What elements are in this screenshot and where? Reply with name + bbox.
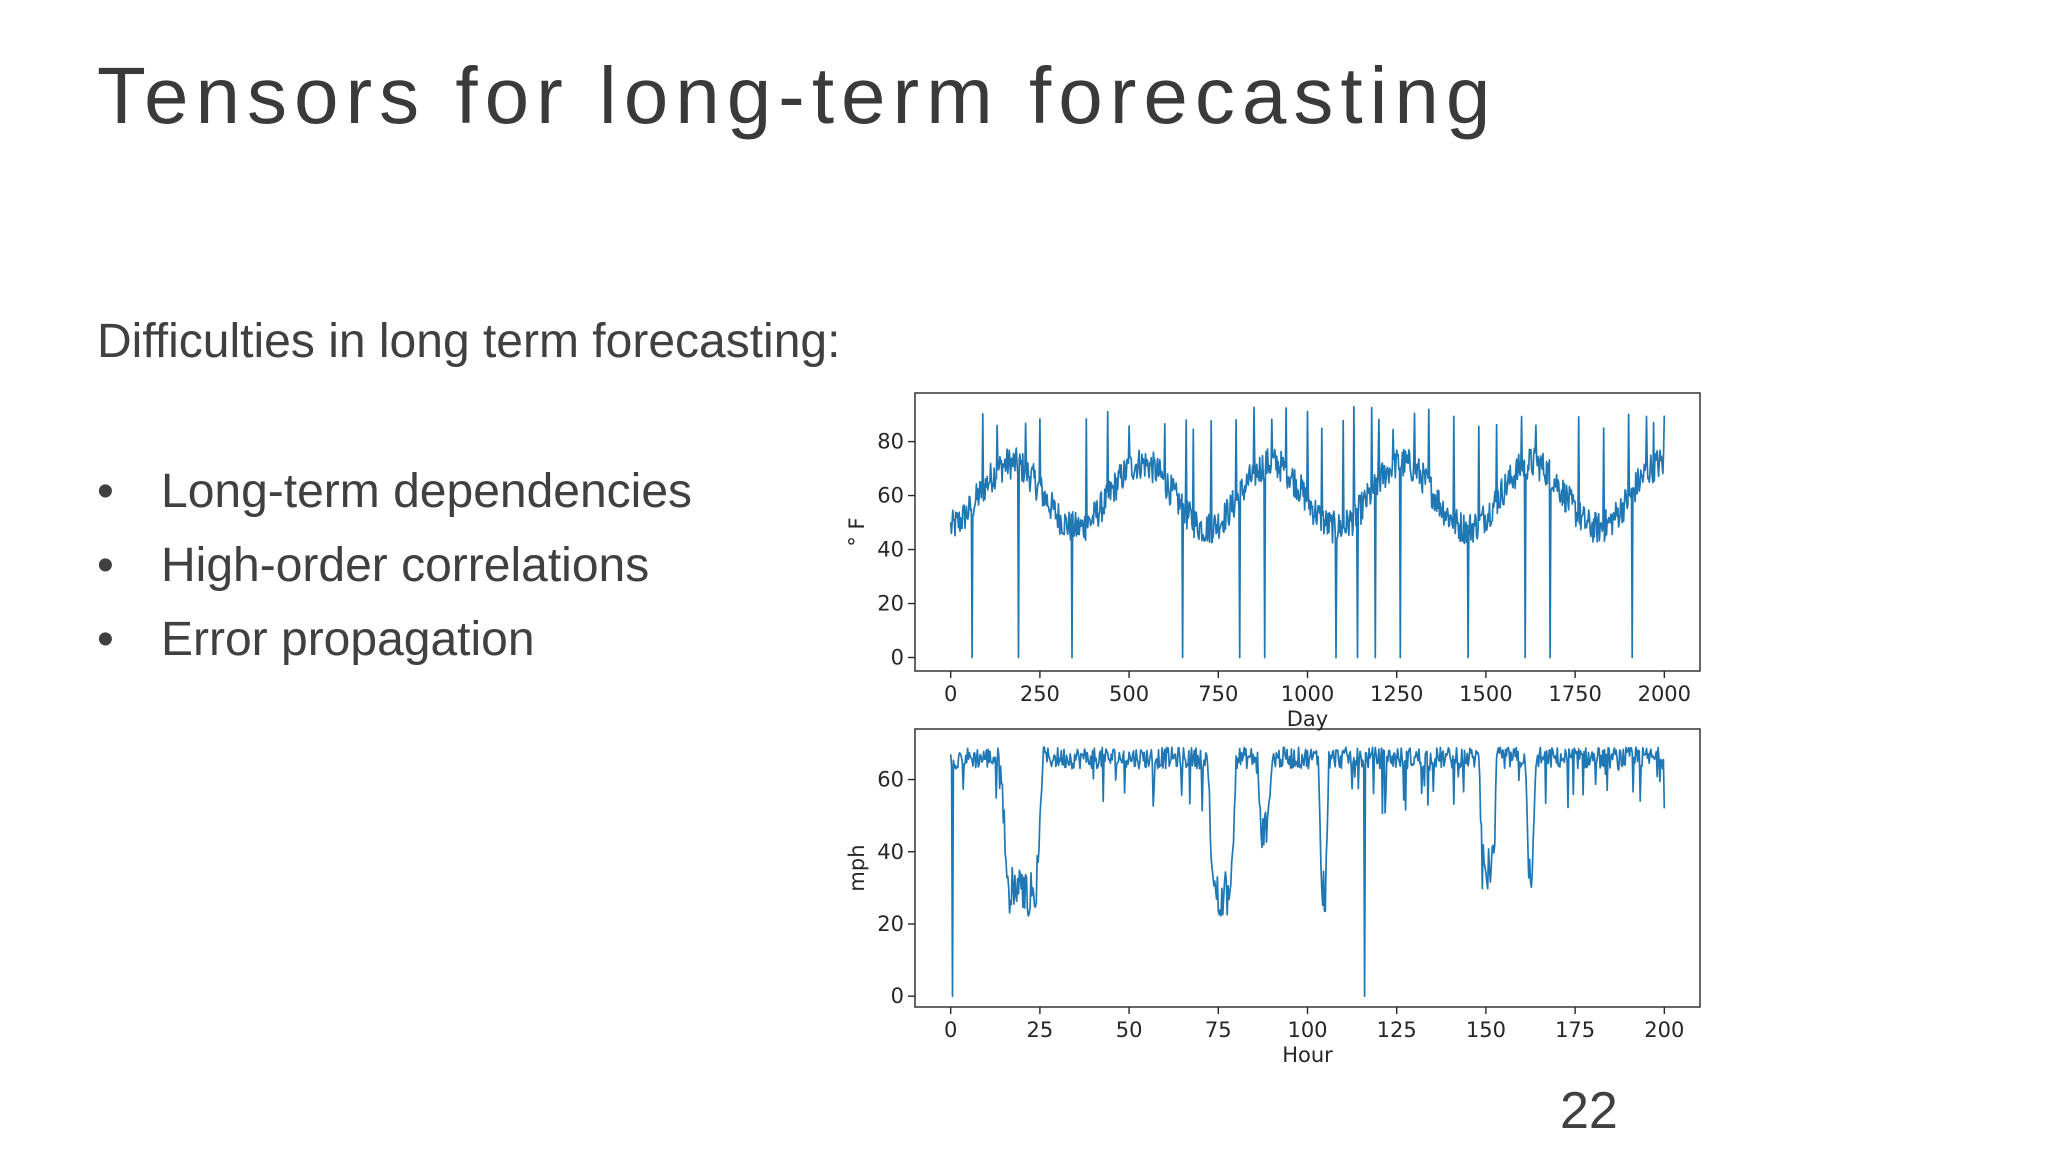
bullet-text: Long-term dependencies xyxy=(161,465,693,518)
x-tick-label: 50 xyxy=(1116,1018,1143,1042)
x-axis-label: Hour xyxy=(1282,1043,1333,1067)
bullet-item: • Long-term dependencies xyxy=(97,455,692,529)
x-tick-label: 2000 xyxy=(1638,682,1691,706)
y-axis-label: ° F xyxy=(845,517,869,546)
bullet-text: High-order correlations xyxy=(161,539,650,592)
x-tick-label: 200 xyxy=(1644,1018,1684,1042)
y-tick-label: 0 xyxy=(891,984,904,1008)
x-tick-label: 25 xyxy=(1027,1018,1054,1042)
y-tick-label: 40 xyxy=(877,840,904,864)
y-tick-label: 80 xyxy=(877,430,904,454)
bullet-list: • Long-term dependencies • High-order co… xyxy=(97,455,692,677)
x-tick-label: 1250 xyxy=(1370,682,1423,706)
series-line xyxy=(949,405,1666,659)
y-tick-label: 20 xyxy=(877,592,904,616)
y-tick-label: 0 xyxy=(891,646,904,670)
bullet-marker: • xyxy=(97,613,114,666)
bullet-marker: • xyxy=(97,539,114,592)
bullet-marker: • xyxy=(97,465,114,518)
x-tick-label: 175 xyxy=(1555,1018,1595,1042)
x-axis-label: Day xyxy=(1287,707,1328,731)
x-tick-label: 125 xyxy=(1377,1018,1417,1042)
bullet-item: • Error propagation xyxy=(97,603,692,677)
speed-chart: 0 25 50 75 100 125 150 175 200 0 20 40 60 Hour mph xyxy=(845,728,1701,1067)
slide-title: Tensors for long-term forecasting xyxy=(97,51,1498,140)
page-number: 22 xyxy=(1560,1082,1618,1140)
y-tick-label: 60 xyxy=(877,768,904,792)
x-tick-label: 0 xyxy=(944,1018,957,1042)
x-tick-label: 750 xyxy=(1198,682,1238,706)
x-tick-label: 250 xyxy=(1020,682,1060,706)
y-axis-label: mph xyxy=(845,844,869,891)
series-line xyxy=(949,746,1666,998)
x-tick-label: 1750 xyxy=(1548,682,1601,706)
y-tick-label: 60 xyxy=(877,484,904,508)
bullet-text: Error propagation xyxy=(161,613,535,666)
x-tick-label: 500 xyxy=(1109,682,1149,706)
slide-subtitle: Difficulties in long term forecasting: xyxy=(97,315,841,368)
x-tick-label: 150 xyxy=(1466,1018,1506,1042)
x-tick-label: 1000 xyxy=(1281,682,1334,706)
x-tick-label: 100 xyxy=(1287,1018,1327,1042)
x-tick-label: 0 xyxy=(944,682,957,706)
x-tick-label: 1500 xyxy=(1459,682,1512,706)
y-tick-label: 20 xyxy=(877,912,904,936)
y-tick-label: 40 xyxy=(877,538,904,562)
bullet-item: • High-order correlations xyxy=(97,529,692,603)
x-tick-label: 75 xyxy=(1205,1018,1232,1042)
temperature-chart: 0 250 500 750 1000 1250 1500 1750 2000 0 20 40 60 80 D… xyxy=(845,392,1701,731)
